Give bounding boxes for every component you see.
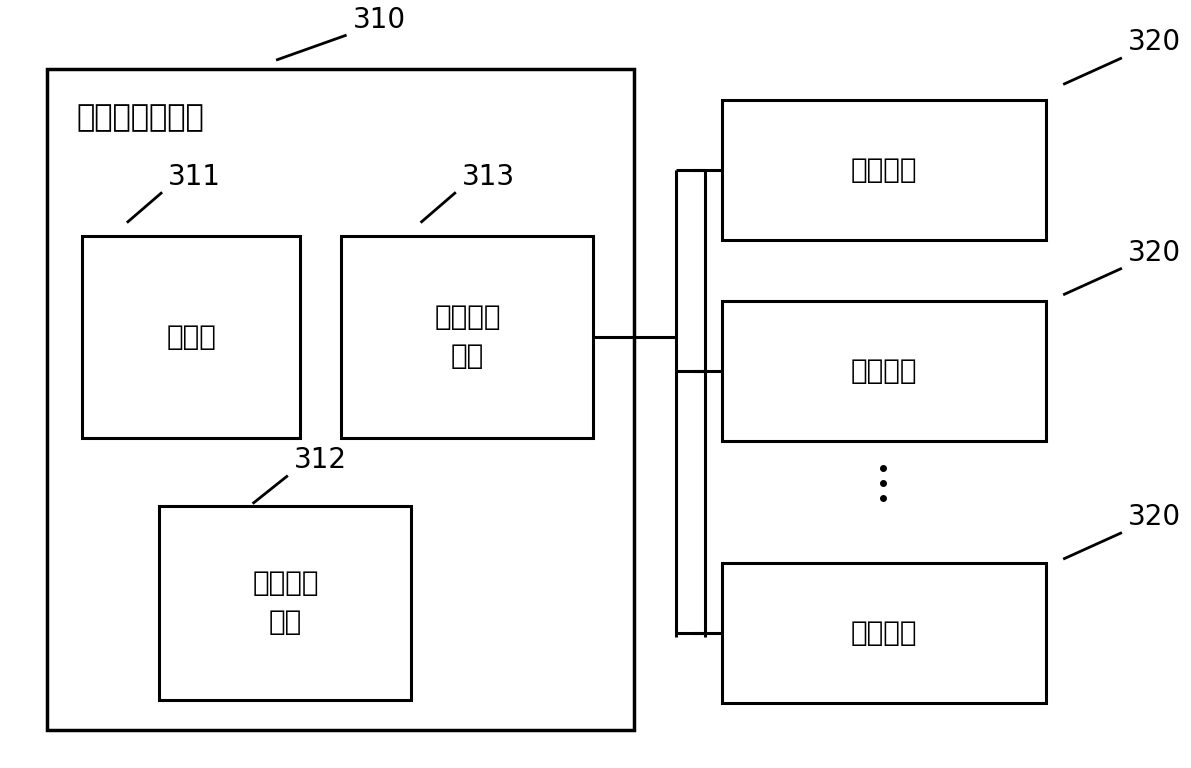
Text: 数据通路
模块: 数据通路 模块 <box>252 569 319 636</box>
Text: 存储芯片: 存储芯片 <box>850 619 917 647</box>
Text: 313: 313 <box>462 163 515 190</box>
Bar <box>723 100 1046 240</box>
Text: 320: 320 <box>1128 239 1181 266</box>
Text: 312: 312 <box>294 446 347 474</box>
Text: 311: 311 <box>168 163 222 190</box>
Text: 320: 320 <box>1128 503 1181 531</box>
Bar <box>46 69 635 730</box>
Bar <box>341 237 593 438</box>
Text: 处理器: 处理器 <box>167 323 217 351</box>
Text: 存储芯片: 存储芯片 <box>850 156 917 184</box>
Bar <box>158 506 411 700</box>
Bar <box>82 237 300 438</box>
Text: 存储芯片: 存储芯片 <box>850 357 917 386</box>
Bar <box>723 301 1046 442</box>
Text: 加速存储控制器: 加速存储控制器 <box>76 104 204 132</box>
Text: 加速处理
模块: 加速处理 模块 <box>435 303 501 370</box>
Bar <box>723 563 1046 703</box>
Text: 320: 320 <box>1128 28 1181 56</box>
Text: 310: 310 <box>353 5 406 34</box>
